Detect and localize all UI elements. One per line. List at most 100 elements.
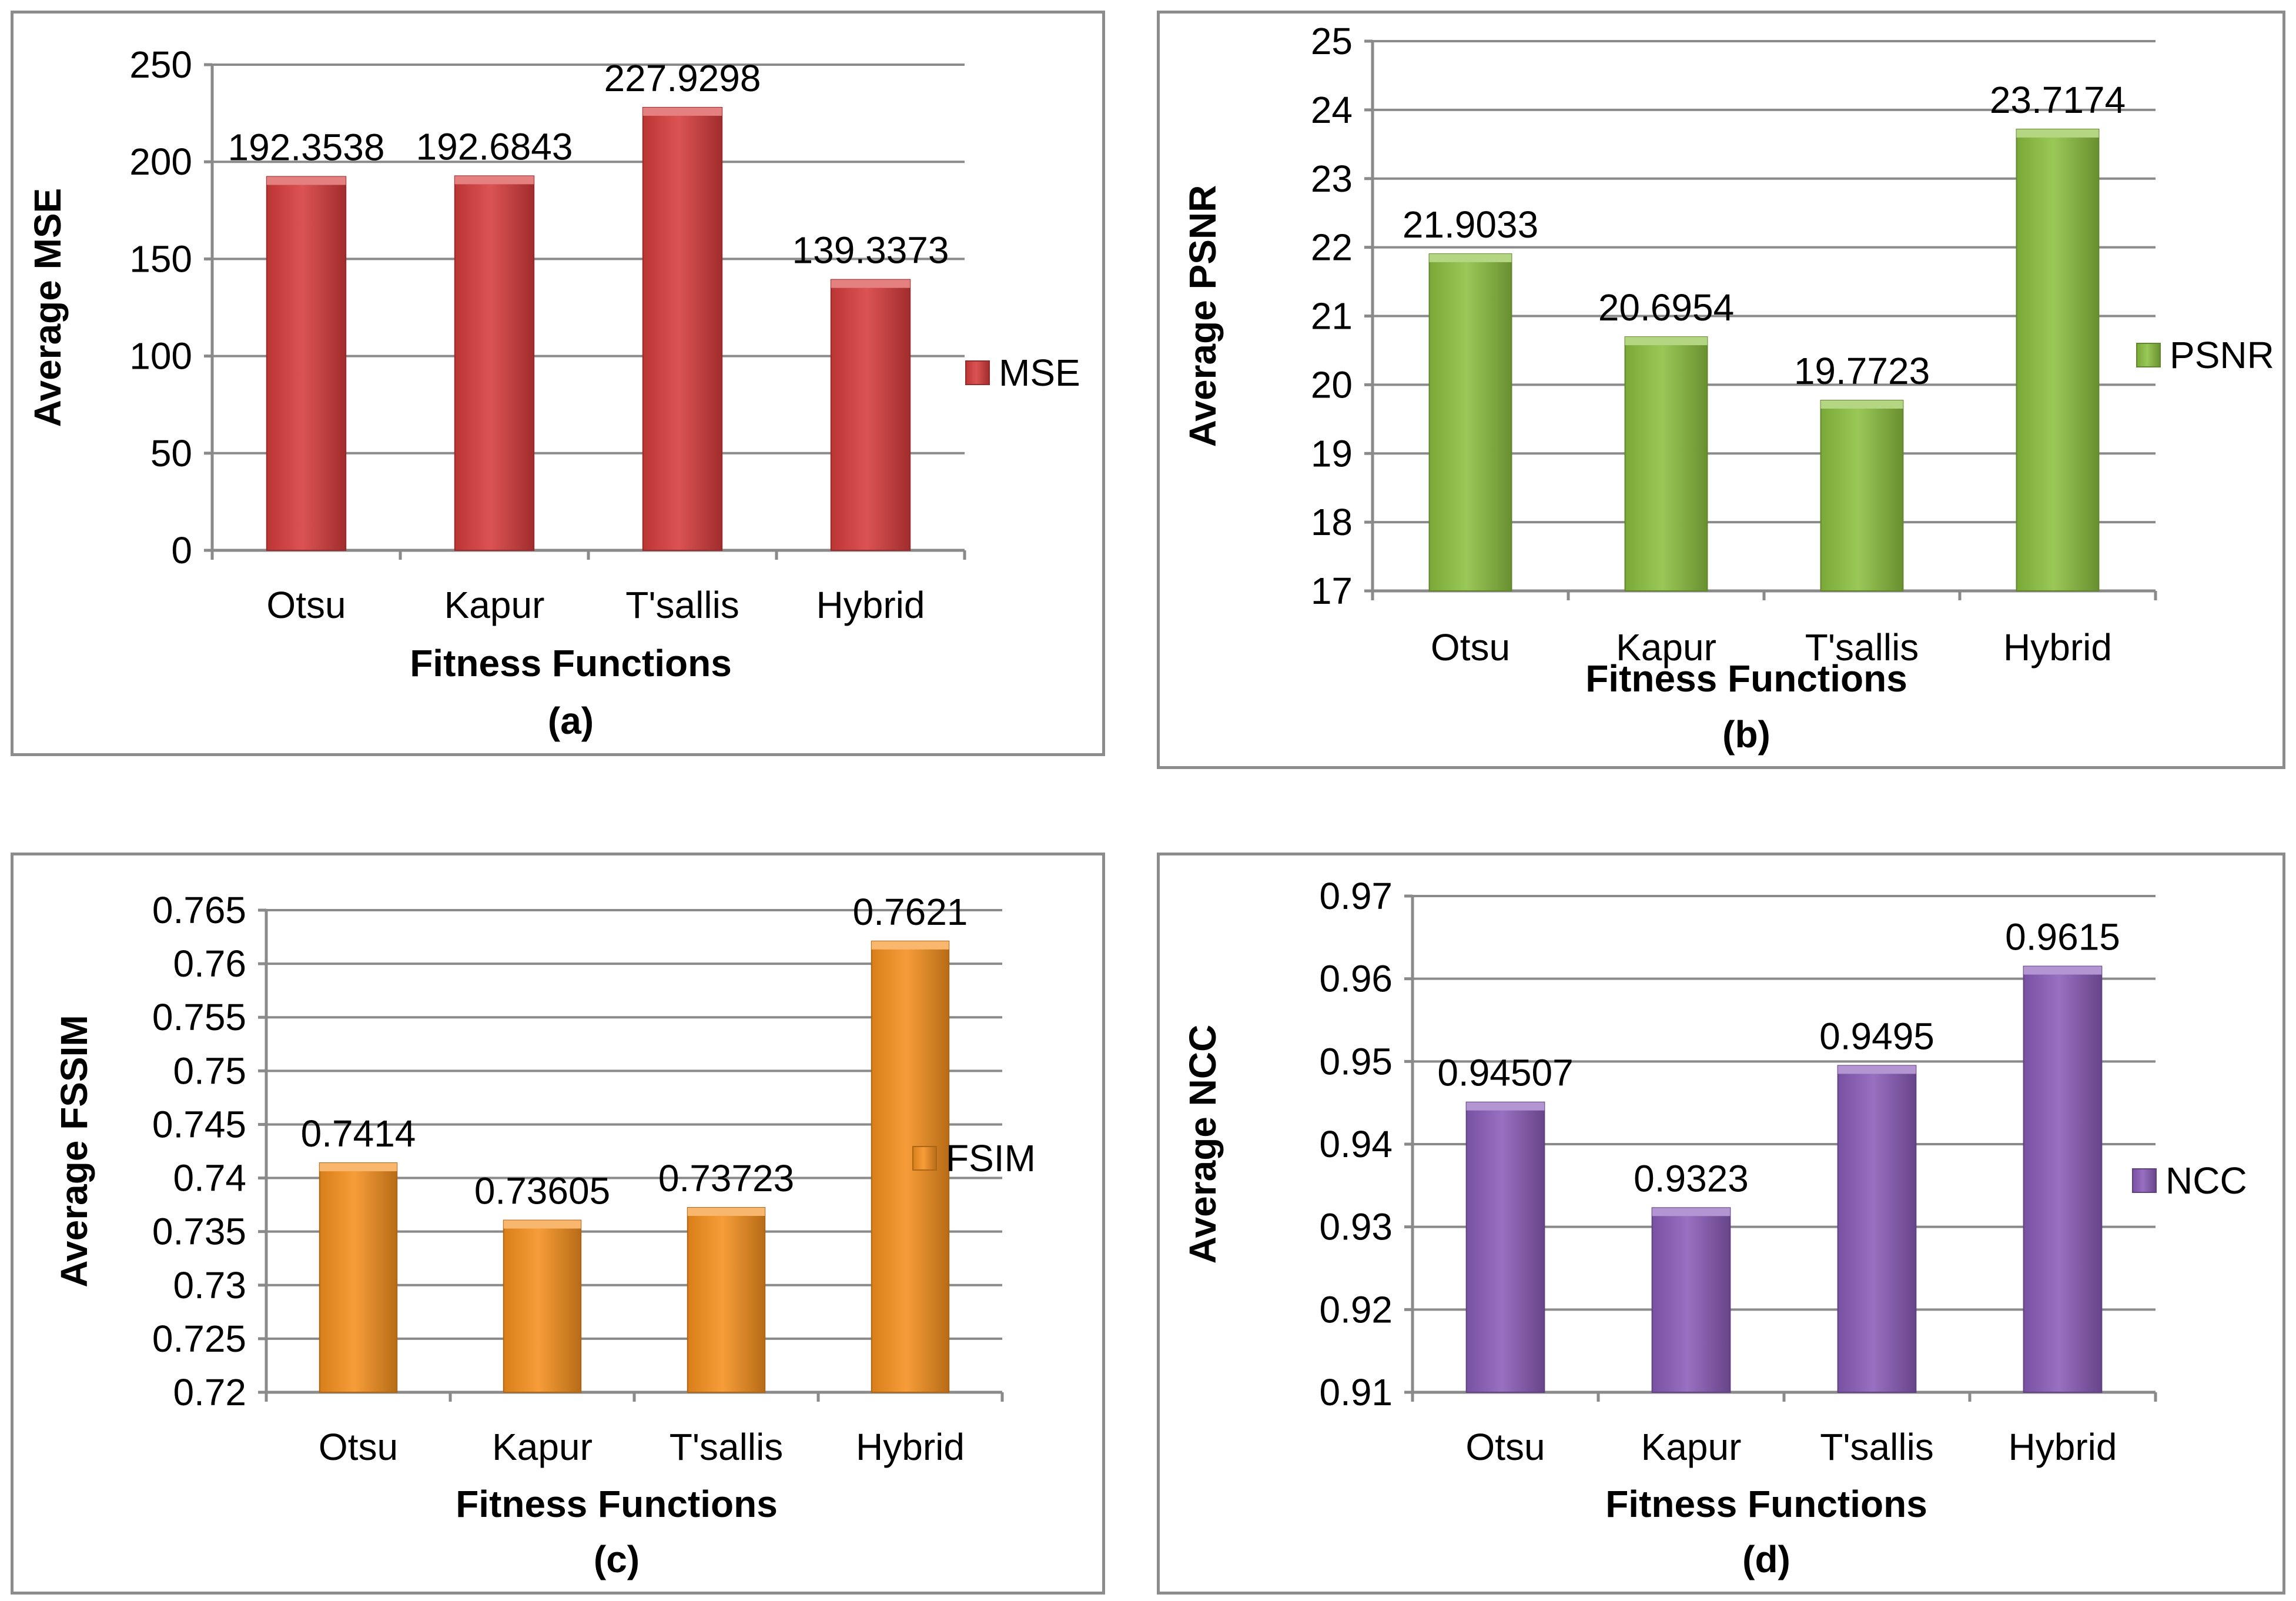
data-label: 23.7174 xyxy=(1990,79,2126,121)
category-label: T'sallis xyxy=(670,1426,784,1468)
y-axis-title: Average MSE xyxy=(26,188,69,427)
bar-bevel xyxy=(871,941,949,950)
data-label: 192.6843 xyxy=(416,125,573,168)
bar-kapur xyxy=(503,1219,582,1393)
chart-panel-a: 0 50 100 150 200 250 192.3538 Otsu 192.6843 Kapur… xyxy=(11,11,1105,756)
y-tick-label: 0.92 xyxy=(1319,1288,1393,1331)
y-tick-label: 0.96 xyxy=(1319,958,1393,1000)
bar-tsallis xyxy=(642,106,723,552)
y-axis-title: Average PSNR xyxy=(1182,185,1224,447)
chart-ncc: 0.91 0.92 0.93 0.94 0.95 0.96 0.97 0.94507 Otsu 0… xyxy=(1182,875,2247,1580)
chart-panel-c: 0.72 0.725 0.73 0.735 0.74 0.745 0.75 0.755 0.76… xyxy=(11,853,1105,1595)
category-label: T'sallis xyxy=(1820,1426,1934,1468)
y-tick-label: 150 xyxy=(129,238,192,280)
data-label: 0.73723 xyxy=(658,1157,794,1199)
chart-fsim: 0.72 0.725 0.73 0.735 0.74 0.745 0.75 0.755 0.76… xyxy=(53,889,1036,1580)
chart-psnr: 17 18 19 20 21 22 23 24 25 21.9033 Otsu 20.6954 Kapu… xyxy=(1182,20,2274,756)
category-label: T'sallis xyxy=(625,584,739,626)
y-tick-label: 0.73 xyxy=(173,1264,246,1306)
bar-tsallis xyxy=(1837,1065,1917,1393)
y-tick-label: 50 xyxy=(150,432,192,474)
data-label: 227.9298 xyxy=(604,57,761,99)
x-axis-title: Fitness Functions xyxy=(1605,1483,1927,1525)
category-label: Kapur xyxy=(492,1426,593,1468)
y-tick-label: 23 xyxy=(1311,158,1353,200)
legend-label: NCC xyxy=(2166,1159,2247,1202)
category-label: Otsu xyxy=(1431,626,1510,669)
x-axis-title: Fitness Functions xyxy=(410,642,732,684)
chart-panel-b: 17 18 19 20 21 22 23 24 25 21.9033 Otsu 20.6954 Kapu… xyxy=(1157,11,2285,769)
chart-mse: 0 50 100 150 200 250 192.3538 Otsu 192.6843 Kapur… xyxy=(26,44,1080,742)
bar-otsu xyxy=(1428,253,1512,591)
data-label: 19.7723 xyxy=(1794,350,1930,392)
chart-caption: (c) xyxy=(594,1538,640,1580)
bar-kapur xyxy=(1624,336,1708,591)
bar-otsu xyxy=(266,176,347,551)
legend-swatch xyxy=(965,360,990,385)
y-tick-label: 0.74 xyxy=(173,1157,246,1199)
y-axis-title: Average NCC xyxy=(1182,1025,1224,1264)
legend-swatch xyxy=(2136,343,2161,367)
y-tick-label: 0.745 xyxy=(152,1103,246,1145)
bar-bevel xyxy=(642,107,722,116)
y-tick-label: 0.76 xyxy=(173,942,246,985)
y-tick-label: 0.91 xyxy=(1319,1371,1393,1413)
bar-bevel xyxy=(687,1208,765,1216)
y-tick-label: 0.97 xyxy=(1319,875,1393,917)
chart-panel-d: 0.91 0.92 0.93 0.94 0.95 0.96 0.97 0.94507 Otsu 0… xyxy=(1157,853,2285,1595)
legend-swatch xyxy=(912,1146,937,1171)
y-tick-label: 0.765 xyxy=(152,889,246,931)
category-label: Otsu xyxy=(266,584,346,626)
y-tick-label: 0.725 xyxy=(152,1318,246,1360)
bar-bevel xyxy=(1820,400,1903,409)
bar-bevel xyxy=(1652,1208,1731,1216)
y-tick-label: 21 xyxy=(1311,295,1353,337)
data-label: 0.7621 xyxy=(853,891,968,933)
bar-hybrid xyxy=(2016,128,2100,591)
bar-bevel xyxy=(1625,337,1708,346)
y-tick-label: 0.755 xyxy=(152,996,246,1038)
data-label: 20.6954 xyxy=(1598,286,1734,329)
category-label: Hybrid xyxy=(816,584,925,626)
bar-kapur xyxy=(1651,1207,1731,1393)
bar-bevel xyxy=(1838,1065,1916,1074)
y-tick-label: 25 xyxy=(1311,20,1353,62)
category-label: Otsu xyxy=(319,1426,398,1468)
bar-hybrid xyxy=(871,940,950,1393)
y-tick-label: 0.72 xyxy=(173,1371,246,1413)
category-label: Hybrid xyxy=(2003,626,2112,669)
data-label: 0.7414 xyxy=(301,1112,416,1155)
category-label: T'sallis xyxy=(1805,626,1919,669)
y-axis-title: Average FSSIM xyxy=(53,1015,95,1288)
y-tick-label: 0 xyxy=(171,529,192,571)
bar-bevel xyxy=(503,1220,581,1229)
bar-tsallis xyxy=(1820,399,1904,591)
y-tick-label: 19 xyxy=(1311,432,1353,474)
y-tick-label: 22 xyxy=(1311,226,1353,269)
y-tick-label: 0.75 xyxy=(173,1049,246,1092)
x-axis-title: Fitness Functions xyxy=(456,1483,778,1525)
data-label: 0.73605 xyxy=(474,1170,610,1212)
y-tick-label: 24 xyxy=(1311,89,1353,131)
category-label: Otsu xyxy=(1465,1426,1545,1468)
legend-label: MSE xyxy=(999,352,1080,394)
legend-label: PSNR xyxy=(2170,334,2274,376)
y-tick-label: 17 xyxy=(1311,570,1353,612)
bar-bevel xyxy=(266,176,346,185)
category-label: Kapur xyxy=(1616,626,1716,669)
y-tick-label: 0.93 xyxy=(1319,1206,1393,1248)
x-axis-title: Fitness Functions xyxy=(1585,657,1907,700)
data-label: 0.9615 xyxy=(2005,916,2120,958)
data-label: 0.9323 xyxy=(1634,1157,1749,1199)
y-tick-label: 20 xyxy=(1311,363,1353,406)
category-label: Hybrid xyxy=(2009,1426,2117,1468)
legend-swatch xyxy=(2132,1168,2157,1193)
y-tick-label: 0.95 xyxy=(1319,1040,1393,1082)
category-label: Kapur xyxy=(444,584,545,626)
bar-bevel xyxy=(2016,129,2099,138)
data-label: 139.3373 xyxy=(792,229,949,272)
bar-hybrid xyxy=(830,279,911,551)
bar-kapur xyxy=(454,175,535,551)
bar-otsu xyxy=(1465,1101,1545,1393)
bar-otsu xyxy=(319,1162,398,1393)
